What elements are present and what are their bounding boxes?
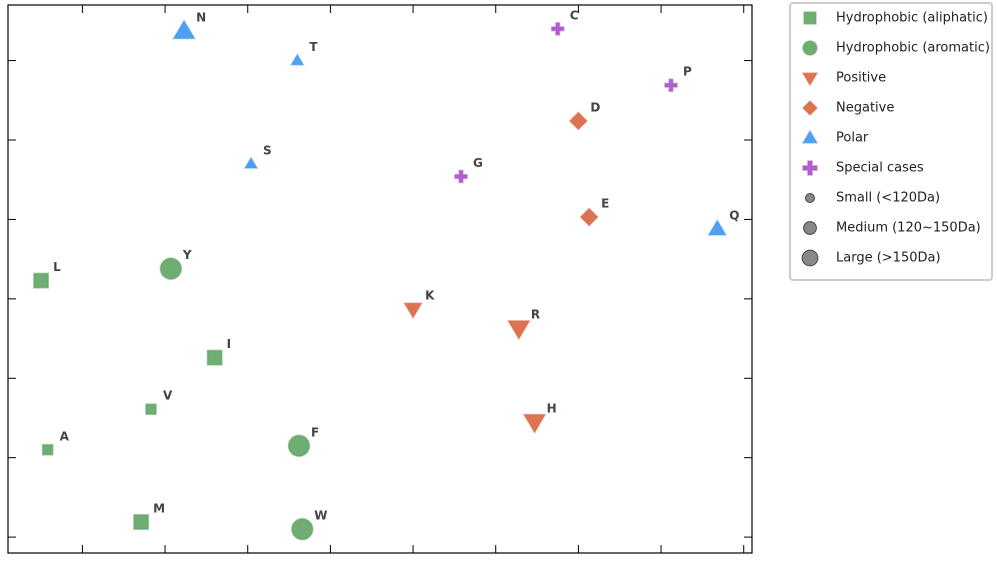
- point: [579, 207, 599, 227]
- point: [33, 272, 50, 289]
- point-label: P: [683, 65, 692, 79]
- point-label: F: [311, 425, 319, 439]
- point-label: T: [309, 40, 318, 54]
- legend-marker: [803, 11, 817, 25]
- legend-marker: [802, 160, 818, 176]
- point-label: I: [227, 337, 231, 351]
- point-label: G: [473, 156, 483, 170]
- point-label: D: [590, 100, 600, 114]
- legend-size-marker: [801, 249, 819, 267]
- point-label: K: [425, 289, 435, 303]
- point-label: Q: [729, 208, 739, 222]
- plot-frame: [7, 4, 753, 554]
- legend-label: Hydrophobic (aliphatic): [836, 11, 988, 26]
- point-label: W: [314, 509, 327, 523]
- point-label: N: [196, 11, 206, 25]
- point: [172, 19, 196, 40]
- point: [41, 443, 54, 456]
- point-label: A: [60, 429, 70, 443]
- legend-label: Positive: [836, 71, 886, 86]
- point-label: V: [163, 389, 173, 403]
- legend-size-marker: [803, 221, 817, 235]
- legend-label: Large (>150Da): [836, 251, 941, 266]
- point-label: S: [263, 143, 272, 157]
- point-label: H: [547, 401, 557, 415]
- point-label: R: [531, 308, 540, 322]
- point: [159, 257, 183, 280]
- point: [522, 413, 547, 434]
- point: [550, 22, 565, 36]
- point: [206, 349, 223, 366]
- legend-label: Special cases: [836, 161, 924, 176]
- point: [145, 403, 157, 416]
- point: [291, 517, 314, 541]
- point-label: C: [570, 8, 579, 22]
- point: [290, 53, 305, 66]
- point: [287, 434, 311, 458]
- legend-label: Polar: [836, 131, 869, 146]
- point: [454, 169, 468, 184]
- point: [243, 156, 259, 169]
- legend-label: Small (<120Da): [836, 191, 940, 206]
- point: [664, 78, 678, 92]
- point-label: L: [53, 260, 61, 274]
- legend-box: [789, 2, 993, 281]
- legend-marker: [801, 99, 819, 117]
- point: [403, 302, 423, 320]
- legend-marker: [801, 72, 819, 87]
- point: [507, 320, 531, 341]
- point: [133, 514, 150, 531]
- point-label: E: [601, 197, 609, 211]
- point-label: Y: [182, 248, 192, 262]
- point: [707, 218, 728, 236]
- point: [568, 111, 588, 131]
- point-label: M: [153, 502, 165, 516]
- legend-marker: [801, 129, 819, 144]
- legend-size-marker: [805, 193, 815, 203]
- legend-label: Negative: [836, 101, 894, 116]
- legend-label: Medium (120~150Da): [836, 221, 981, 236]
- legend-label: Hydrophobic (aromatic): [836, 41, 990, 56]
- legend-marker: [802, 40, 818, 56]
